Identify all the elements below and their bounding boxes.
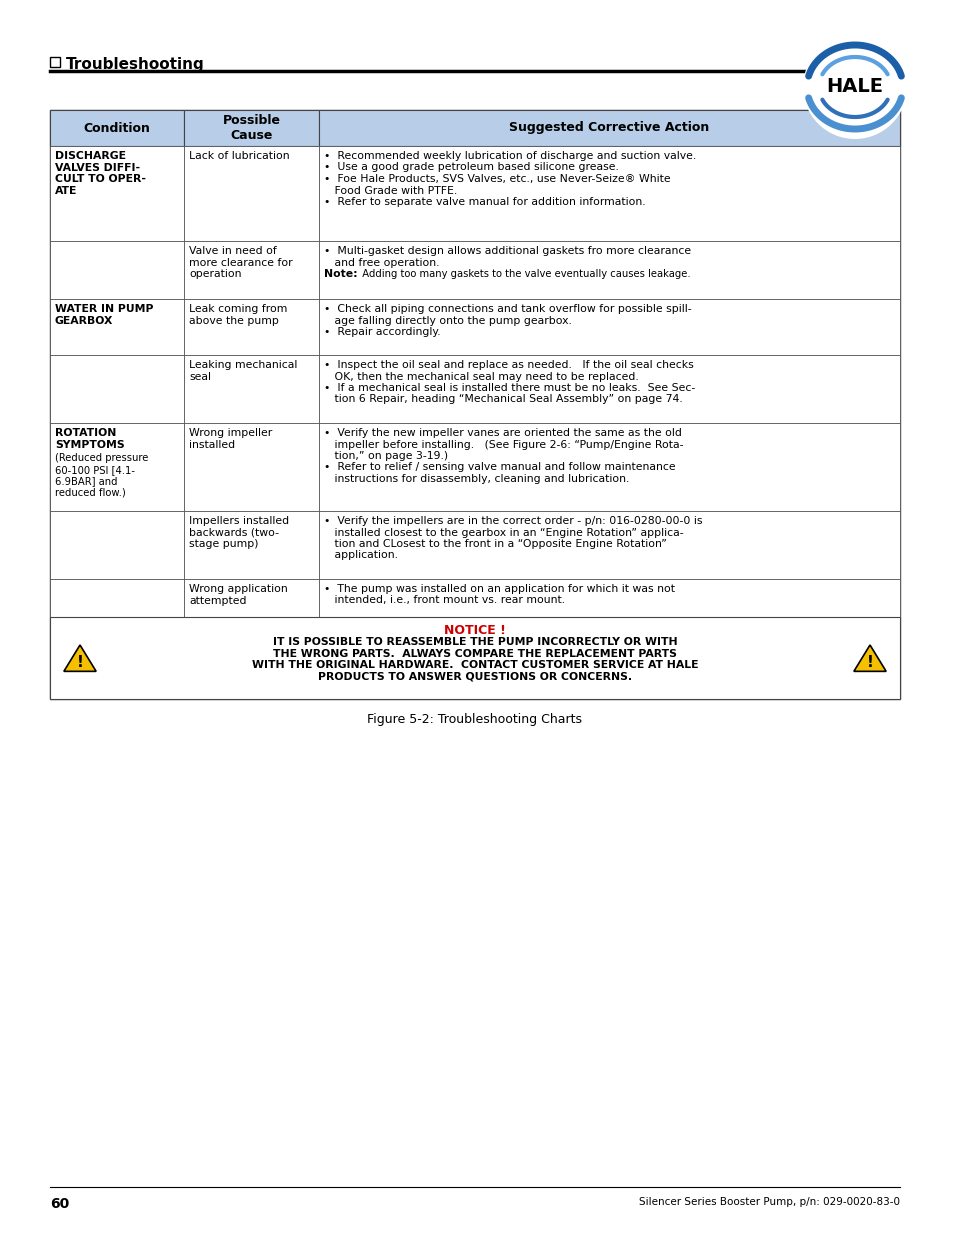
Text: tion and CLosest to the front in a “Opposite Engine Rotation”: tion and CLosest to the front in a “Oppo… (323, 538, 666, 550)
Text: •  Recommended weekly lubrication of discharge and suction valve.: • Recommended weekly lubrication of disc… (323, 151, 695, 161)
Text: Possible
Cause: Possible Cause (222, 114, 280, 142)
Bar (50, 241, 184, 299)
Text: •  Verify the new impeller vanes are oriented the same as the old: • Verify the new impeller vanes are orie… (323, 429, 680, 438)
Text: Food Grade with PTFE.: Food Grade with PTFE. (323, 185, 456, 195)
Text: Silencer Series Booster Pump, p/n: 029-0020-83-0: Silencer Series Booster Pump, p/n: 029-0… (639, 1197, 899, 1207)
Text: age falling directly onto the pump gearbox.: age falling directly onto the pump gearb… (323, 315, 571, 326)
Text: Valve in need of
more clearance for
operation: Valve in need of more clearance for oper… (189, 246, 293, 279)
Polygon shape (853, 645, 885, 672)
Bar (184, 299, 318, 354)
Bar (318, 424, 899, 511)
Text: !: ! (76, 656, 83, 671)
Text: application.: application. (323, 551, 397, 561)
Text: 60: 60 (50, 1197, 70, 1212)
Text: •  Multi-gasket design allows additional gaskets fro more clearance: • Multi-gasket design allows additional … (323, 246, 690, 256)
Bar (184, 424, 318, 511)
Text: HALE: HALE (825, 78, 882, 96)
Bar (50, 299, 184, 354)
Text: Impellers installed
backwards (two-
stage pump): Impellers installed backwards (two- stag… (189, 516, 289, 550)
Text: Wrong application
attempted: Wrong application attempted (189, 584, 288, 605)
Text: NOTICE !: NOTICE ! (443, 624, 505, 637)
Text: impeller before installing.   (See Figure 2-6: “Pump/Engine Rota-: impeller before installing. (See Figure … (323, 440, 682, 450)
Bar (50, 110, 184, 146)
Text: Adding too many gaskets to the valve eventually causes leakage.: Adding too many gaskets to the valve eve… (355, 269, 690, 279)
Text: Troubleshooting: Troubleshooting (66, 57, 205, 72)
Circle shape (802, 35, 906, 140)
Bar (50, 511, 184, 579)
Bar (184, 511, 318, 579)
Bar (50, 618, 899, 699)
Bar (184, 146, 318, 241)
Text: Condition: Condition (84, 121, 151, 135)
Text: •  Check all piping connections and tank overflow for possible spill-: • Check all piping connections and tank … (323, 304, 691, 314)
Text: Note:: Note: (323, 269, 356, 279)
Bar (50, 579, 184, 618)
Text: Leak coming from
above the pump: Leak coming from above the pump (189, 304, 288, 326)
Bar (50, 110, 899, 699)
Bar (318, 241, 899, 299)
Text: intended, i.e., front mount vs. rear mount.: intended, i.e., front mount vs. rear mou… (323, 595, 564, 605)
Bar (318, 146, 899, 241)
Text: •  Verify the impellers are in the correct order - p/n: 016-0280-00-0 is: • Verify the impellers are in the correc… (323, 516, 701, 526)
Text: •  Refer to relief / sensing valve manual and follow maintenance: • Refer to relief / sensing valve manual… (323, 462, 675, 473)
Text: (Reduced pressure
60-100 PSI [4.1-
6.9BAR] and
reduced flow.): (Reduced pressure 60-100 PSI [4.1- 6.9BA… (55, 453, 149, 498)
Text: •  Repair accordingly.: • Repair accordingly. (323, 327, 439, 337)
Bar (184, 579, 318, 618)
Text: •  Use a good grade petroleum based silicone grease.: • Use a good grade petroleum based silic… (323, 163, 618, 173)
Bar (318, 579, 899, 618)
Text: ROTATION
SYMPTOMS: ROTATION SYMPTOMS (55, 429, 125, 450)
Text: OK, then the mechanical seal may need to be replaced.: OK, then the mechanical seal may need to… (323, 372, 638, 382)
Bar (318, 299, 899, 354)
Polygon shape (64, 645, 96, 672)
Bar (184, 354, 318, 424)
Text: WATER IN PUMP
GEARBOX: WATER IN PUMP GEARBOX (55, 304, 153, 326)
Text: !: ! (865, 656, 873, 671)
Text: and free operation.: and free operation. (323, 258, 438, 268)
Bar (50, 424, 184, 511)
Text: IT IS POSSIBLE TO REASSEMBLE THE PUMP INCORRECTLY OR WITH
THE WRONG PARTS.  ALWA: IT IS POSSIBLE TO REASSEMBLE THE PUMP IN… (252, 637, 698, 682)
Text: tion 6 Repair, heading “Mechanical Seal Assembly” on page 74.: tion 6 Repair, heading “Mechanical Seal … (323, 394, 681, 405)
Bar (318, 110, 899, 146)
Text: Suggested Corrective Action: Suggested Corrective Action (509, 121, 709, 135)
Text: Lack of lubrication: Lack of lubrication (189, 151, 290, 161)
Text: •  If a mechanical seal is installed there must be no leaks.  See Sec-: • If a mechanical seal is installed ther… (323, 383, 694, 393)
Bar (50, 354, 184, 424)
Bar (184, 241, 318, 299)
Bar (50, 146, 184, 241)
Text: instructions for disassembly, cleaning and lubrication.: instructions for disassembly, cleaning a… (323, 474, 628, 484)
Text: installed closest to the gearbox in an “Engine Rotation” applica-: installed closest to the gearbox in an “… (323, 527, 682, 537)
Bar (318, 354, 899, 424)
Text: DISCHARGE
VALVES DIFFI-
CULT TO OPER-
ATE: DISCHARGE VALVES DIFFI- CULT TO OPER- AT… (55, 151, 146, 196)
Bar (50, 57, 60, 67)
Text: Figure 5-2: Troubleshooting Charts: Figure 5-2: Troubleshooting Charts (367, 713, 582, 726)
Text: tion,” on page 3-19.): tion,” on page 3-19.) (323, 451, 447, 461)
Text: •  Refer to separate valve manual for addition information.: • Refer to separate valve manual for add… (323, 198, 644, 207)
Bar (318, 511, 899, 579)
Text: •  The pump was installed on an application for which it was not: • The pump was installed on an applicati… (323, 584, 674, 594)
Text: •  Inspect the oil seal and replace as needed.   If the oil seal checks: • Inspect the oil seal and replace as ne… (323, 359, 693, 370)
Bar (184, 110, 318, 146)
Text: Leaking mechanical
seal: Leaking mechanical seal (189, 359, 297, 382)
Text: Wrong impeller
installed: Wrong impeller installed (189, 429, 273, 450)
Text: •  Foe Hale Products, SVS Valves, etc., use Never-Seize® White: • Foe Hale Products, SVS Valves, etc., u… (323, 174, 670, 184)
